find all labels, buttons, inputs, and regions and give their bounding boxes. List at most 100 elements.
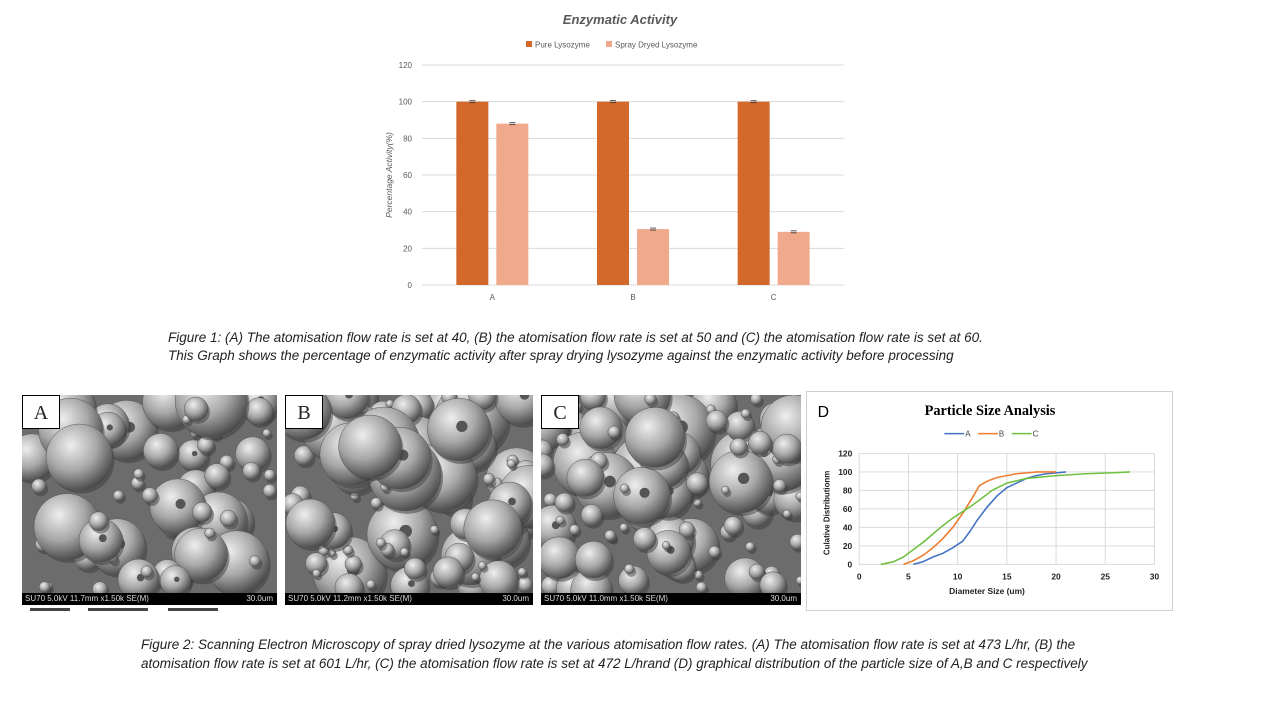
particle [399,547,409,557]
cutoff-text-remnant [30,608,218,611]
particle-dimple [98,534,107,543]
particle [262,483,277,498]
particle [344,555,362,573]
particle [750,395,763,405]
particle-dimple [639,487,650,498]
particle [88,511,109,531]
x-tick-label: 25 [1101,571,1111,581]
particle-dimple [174,576,180,583]
particle [482,473,495,485]
particle [192,501,213,523]
legend-swatch-2 [606,41,612,47]
particle [721,485,730,495]
particle [174,527,228,582]
particle [38,581,51,593]
particle [745,541,755,552]
y-tick-label: 120 [399,61,413,70]
particle [678,521,695,538]
particle [506,459,516,469]
sem-info-bar-b: SU70 5.0kV 11.2mm x1.50k SE(M) 30.0um [285,593,533,605]
legend-label-A: A [965,430,971,439]
particle [554,492,574,513]
x-tick-label: 30 [1150,571,1160,581]
sem-panel-label-b: B [285,395,323,429]
particle-dimple [519,395,530,400]
y-tick-label: 120 [838,448,852,458]
particle [141,487,158,504]
particle [338,414,402,479]
sem-scale-c: 30.0um [770,594,797,603]
sem-image-c: C SU70 5.0kV 11.0mm x1.50k SE(M) 30.0um [541,395,801,605]
particle [263,469,276,481]
particle [624,407,686,468]
legend-label-2: Spray Dryed Lysozyme [615,41,698,50]
bar-B-1 [597,101,629,286]
chart-title: Particle Size Analysis [925,403,1056,419]
legend-label-B: B [999,430,1004,439]
particle [705,410,728,432]
series-line-C [880,471,1130,566]
particle-dimple [106,424,113,431]
particle [644,395,657,406]
sem-info-bar-c: SU70 5.0kV 11.0mm x1.50k SE(M) 30.0um [541,593,801,605]
particle [312,569,321,578]
particle-dimple [345,395,353,399]
particle [772,433,801,464]
particle [569,524,580,535]
particle [708,545,721,558]
particle [555,515,565,525]
series-line-B [903,471,1057,566]
sem-scale-b: 30.0um [502,594,529,603]
y-tick-label: 0 [848,559,853,569]
figure2-caption-line1: Figure 2: Scanning Electron Microscopy o… [141,637,1076,652]
particle [604,529,616,542]
bar-A-2 [496,123,529,286]
y-tick-label: 80 [843,485,853,495]
legend-label-1: Pure Lysozyme [535,41,590,50]
x-tick-label: C [771,293,777,302]
particle [556,433,569,446]
y-tick-label: 80 [403,134,412,143]
particle [140,565,153,578]
sem-image-b: B SU70 5.0kV 11.2mm x1.50k SE(M) 30.0um [285,395,533,605]
particle [183,396,209,422]
particle [242,461,261,480]
particle [566,458,605,497]
sem-image-a: A SU70 5.0kV 11.7mm x1.50k SE(M) 30.0um [22,395,277,605]
particle [370,497,382,509]
particle [607,425,621,439]
particle [471,572,480,582]
particle [580,504,603,527]
particle [782,509,792,519]
x-tick-label: 20 [1051,571,1061,581]
particle [133,468,144,480]
particle [740,408,751,419]
y-axis-label: Percentage Activity(%) [384,132,394,218]
legend-label-C: C [1033,430,1039,439]
sem-panel-label-c: C [541,395,579,429]
bar-C-1 [737,101,770,286]
particle [262,428,271,438]
figure2-caption-line2: atomisation flow rate is set at 601 L/hr… [141,656,1088,671]
x-tick-label: 5 [906,571,911,581]
particle [429,525,439,535]
particle [729,437,748,456]
sem-info-a: SU70 5.0kV 11.7mm x1.50k SE(M) [25,594,149,603]
particle [478,561,487,570]
particle [204,527,216,539]
particle-dimple [191,450,198,457]
particle [143,433,179,469]
bar-C-2 [777,231,810,285]
particle [204,463,230,489]
particle-dimple [604,475,616,488]
particle-dimple [738,472,750,485]
x-axis-label: Diameter Size (um) [949,586,1025,596]
sem-info-c: SU70 5.0kV 11.0mm x1.50k SE(M) [544,594,668,603]
sem-info-bar-a: SU70 5.0kV 11.7mm x1.50k SE(M) 30.0um [22,593,277,605]
particle [463,499,522,559]
y-tick-label: 0 [408,281,413,290]
particle [661,541,671,550]
particle [695,581,708,593]
particle [249,555,261,567]
